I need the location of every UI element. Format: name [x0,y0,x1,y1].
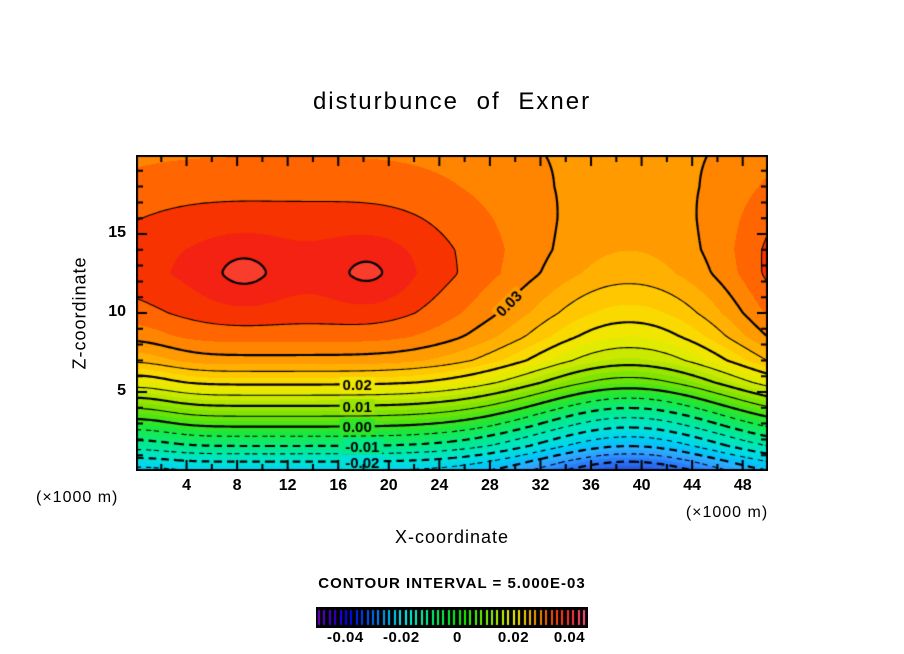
colorbar-tick-label: 0.04 [553,629,586,646]
x-tick-label: 28 [481,477,499,494]
x-tick-label: 4 [182,477,191,494]
x-tick-label: 40 [632,477,651,494]
x-axis-title: X-coordinate [394,527,510,547]
z-tick-label: 5 [117,382,126,399]
contour-plot-canvas [136,155,768,471]
z-tick-label: 10 [108,303,126,320]
colorbar-tick-label: -0.02 [383,629,420,646]
x-tick-label: 8 [232,477,242,494]
colorbar-tick-label: 0 [453,629,462,646]
colorbar-tick-label: -0.04 [327,629,364,646]
x-tick-label: 32 [531,477,550,494]
contour-interval-label: CONTOUR INTERVAL = 5.000E-03 [318,575,586,592]
x-tick-label: 20 [379,477,398,494]
x-tick-label: 16 [329,477,348,494]
colorbar [316,607,588,628]
z-tick-label: 15 [108,224,126,241]
chart-title: disturbunce of Exner [312,88,592,115]
colorbar-tick-label: 0.02 [497,629,530,646]
x-tick-label: 12 [278,477,297,494]
x-axis-unit-label: (×1000 m) [685,504,769,521]
x-tick-label: 48 [733,477,752,494]
x-tick-label: 36 [582,477,600,494]
z-axis-title: Z-coordinate [69,256,90,370]
x-tick-label: 24 [430,477,449,494]
z-axis-unit-label: (×1000 m) [36,489,119,506]
x-tick-label: 44 [683,477,702,494]
